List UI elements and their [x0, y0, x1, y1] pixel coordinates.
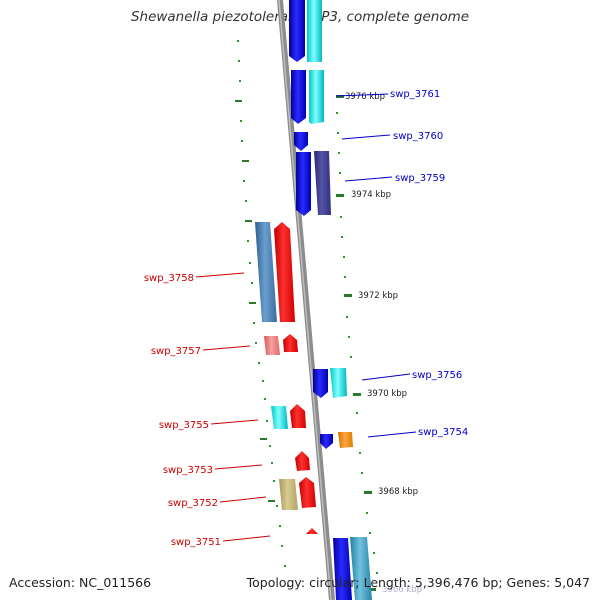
- scale-label-3974: 3974 kbp: [351, 190, 391, 200]
- genome-backbone-highlight: [278, 0, 332, 600]
- gene-label-swp-3753[interactable]: swp_3753: [163, 465, 213, 476]
- gene-label-swp-3759[interactable]: swp_3759: [395, 173, 445, 184]
- leader-line-swp-3756: [361, 373, 411, 381]
- inner-dotted-ring: [336, 112, 378, 574]
- scale-label-3970: 3970 kbp: [367, 389, 407, 399]
- gene-swp-3761[interactable]: [309, 70, 324, 124]
- gene-label-swp-3756[interactable]: swp_3756: [412, 370, 462, 381]
- gene-label-swp-3751[interactable]: swp_3751: [171, 537, 221, 548]
- gene-arrow-red[interactable]: [274, 222, 295, 322]
- gene-arrow-red[interactable]: [299, 477, 316, 508]
- gene-swp-3754[interactable]: [338, 432, 353, 448]
- gene-label-swp-3752[interactable]: swp_3752: [168, 498, 218, 509]
- leader-line-swp-3754: [367, 431, 417, 438]
- scale-label-3972: 3972 kbp: [358, 291, 398, 301]
- genome-stats-text: Topology: circular; Length: 5,396,476 bp…: [246, 575, 590, 590]
- gene-swp-3757[interactable]: [264, 336, 280, 355]
- gene-label-swp-3757[interactable]: swp_3757: [151, 346, 201, 357]
- scale-label-3976: 3976 kbp: [345, 92, 385, 102]
- gene-swp-3758[interactable]: [255, 222, 277, 322]
- accession-text: Accession: NC_011566: [9, 575, 152, 590]
- gene-swp-3755[interactable]: [271, 406, 288, 429]
- gene-arrow-blue[interactable]: [291, 70, 306, 124]
- forward-strand-genes: [289, 0, 372, 600]
- reverse-strand-genes: [255, 222, 318, 534]
- genome-backbone: [277, 0, 335, 600]
- scale-ticks: [336, 95, 376, 591]
- scale-tick-3968: [364, 491, 372, 494]
- scale-tick-3974: [336, 194, 344, 197]
- gene-swp-3753[interactable]: [295, 451, 310, 471]
- gene-swp-3752[interactable]: [279, 479, 298, 510]
- gene-swp-3751[interactable]: [306, 528, 318, 534]
- gene-block-blue[interactable]: [333, 538, 352, 600]
- scale-tick-3970: [353, 393, 361, 396]
- gene-arrow-red[interactable]: [283, 334, 298, 352]
- scale-label-3968: 3968 kbp: [378, 487, 418, 497]
- leader-line-swp-3760: [341, 134, 391, 140]
- leader-line-swp-3753: [214, 464, 263, 470]
- outer-dotted-ring-ticks: [235, 100, 275, 502]
- gene-swp-3759[interactable]: [314, 151, 331, 215]
- outer-dotted-ring: [237, 40, 289, 587]
- gene-arrow-red[interactable]: [290, 404, 306, 428]
- leader-line-swp-3751: [222, 535, 271, 542]
- gene-arrow-blue[interactable]: [296, 152, 311, 216]
- scale-label-3966: 3966 kbp: [382, 585, 422, 595]
- gene-arrow-blue[interactable]: [320, 434, 333, 449]
- gene-block-cyan[interactable]: [307, 0, 322, 62]
- gene-arrow-blue[interactable]: [289, 0, 305, 62]
- leader-line-swp-3758: [195, 272, 245, 278]
- leader-line-swp-3757: [202, 345, 251, 351]
- scale-tick-3976: [336, 95, 344, 98]
- gene-swp-3760[interactable]: [294, 132, 308, 151]
- leader-line-swp-3752: [219, 496, 267, 503]
- gene-swp-3756[interactable]: [330, 368, 347, 398]
- gene-label-swp-3760[interactable]: swp_3760: [393, 131, 443, 142]
- gene-label-swp-3755[interactable]: swp_3755: [159, 420, 209, 431]
- scale-tick-3966: [368, 588, 376, 591]
- gene-label-swp-3761[interactable]: swp_3761: [390, 89, 440, 100]
- gene-label-swp-3758[interactable]: swp_3758: [144, 273, 194, 284]
- leader-line-swp-3759: [344, 176, 393, 182]
- leader-line-swp-3761: [335, 93, 389, 97]
- gene-arrow-blue[interactable]: [313, 369, 328, 398]
- leader-line-swp-3755: [210, 419, 259, 425]
- gene-label-swp-3754[interactable]: swp_3754: [418, 427, 468, 438]
- scale-tick-3972: [344, 294, 352, 297]
